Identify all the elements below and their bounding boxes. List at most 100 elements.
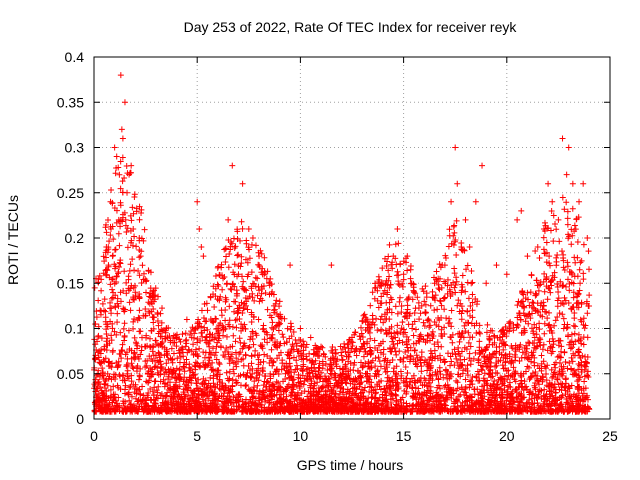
data-point [223, 345, 230, 352]
data-point [489, 350, 496, 357]
data-point [578, 257, 585, 264]
data-point [357, 336, 364, 343]
data-point [310, 392, 317, 399]
data-point [462, 385, 469, 392]
data-point [194, 336, 201, 343]
data-point [527, 315, 534, 322]
data-point [210, 392, 217, 399]
data-point [114, 295, 121, 302]
data-point [137, 365, 144, 372]
data-point [391, 329, 398, 336]
data-point [518, 354, 525, 361]
data-point [451, 222, 458, 229]
data-point [126, 397, 133, 404]
data-point [386, 306, 393, 313]
data-point [501, 387, 508, 394]
data-point [405, 347, 412, 354]
data-point [337, 408, 344, 415]
data-point [274, 355, 281, 362]
data-point [344, 386, 351, 393]
data-point [411, 347, 418, 354]
data-point [420, 319, 427, 326]
data-point [130, 318, 137, 325]
data-point [322, 373, 329, 380]
data-point [259, 396, 266, 403]
data-point [518, 399, 525, 406]
data-point [484, 321, 491, 328]
data-point [367, 302, 374, 309]
data-point [569, 304, 576, 311]
data-point [306, 350, 313, 357]
data-point [92, 355, 99, 362]
data-point [459, 329, 466, 336]
data-point [451, 346, 458, 353]
data-point [565, 384, 572, 391]
data-point [556, 238, 563, 245]
data-point [386, 325, 393, 332]
data-point [487, 366, 494, 373]
data-point [570, 280, 577, 287]
data-point [493, 354, 500, 361]
data-point [269, 319, 276, 326]
data-point [102, 271, 109, 278]
data-point [397, 356, 404, 363]
data-point [508, 342, 515, 349]
data-point [95, 381, 102, 388]
data-point [510, 321, 517, 328]
data-point [446, 286, 453, 293]
data-point [197, 385, 204, 392]
data-point [102, 249, 109, 256]
data-point [301, 388, 308, 395]
data-point [553, 226, 560, 233]
data-point [323, 376, 330, 383]
data-point [487, 374, 494, 381]
data-point [341, 375, 348, 382]
data-point [135, 401, 142, 408]
data-point [261, 336, 268, 343]
data-point [267, 373, 274, 380]
data-point [555, 295, 562, 302]
data-point [455, 297, 462, 304]
data-point [447, 334, 454, 341]
data-point [434, 306, 441, 313]
data-point [123, 279, 130, 286]
data-point [586, 266, 593, 273]
data-point [472, 349, 479, 356]
data-point [144, 357, 151, 364]
data-point [230, 359, 237, 366]
data-point [435, 376, 442, 383]
data-point [551, 401, 558, 408]
data-point [432, 292, 439, 299]
data-point [496, 334, 503, 341]
data-point [126, 345, 133, 352]
data-point [456, 350, 463, 357]
data-point [427, 388, 434, 395]
data-point [585, 248, 592, 255]
data-point [495, 376, 502, 383]
data-point [569, 205, 576, 212]
data-point [216, 272, 223, 279]
data-point [566, 360, 573, 367]
data-point [308, 357, 315, 364]
data-point [277, 396, 284, 403]
data-point [181, 374, 188, 381]
data-point [115, 230, 122, 237]
data-point [128, 378, 135, 385]
data-point [382, 327, 389, 334]
data-point [533, 331, 540, 338]
data-point [378, 401, 385, 408]
data-point [212, 272, 219, 279]
data-point [94, 379, 101, 386]
data-point [186, 347, 193, 354]
data-point [574, 378, 581, 385]
data-point [501, 373, 508, 380]
data-point [168, 356, 175, 363]
data-point [133, 368, 140, 375]
data-point [128, 217, 135, 224]
data-point [585, 405, 592, 412]
data-point [249, 370, 256, 377]
data-point [154, 408, 161, 415]
data-point [343, 365, 350, 372]
data-point [212, 349, 219, 356]
data-point [514, 321, 521, 328]
